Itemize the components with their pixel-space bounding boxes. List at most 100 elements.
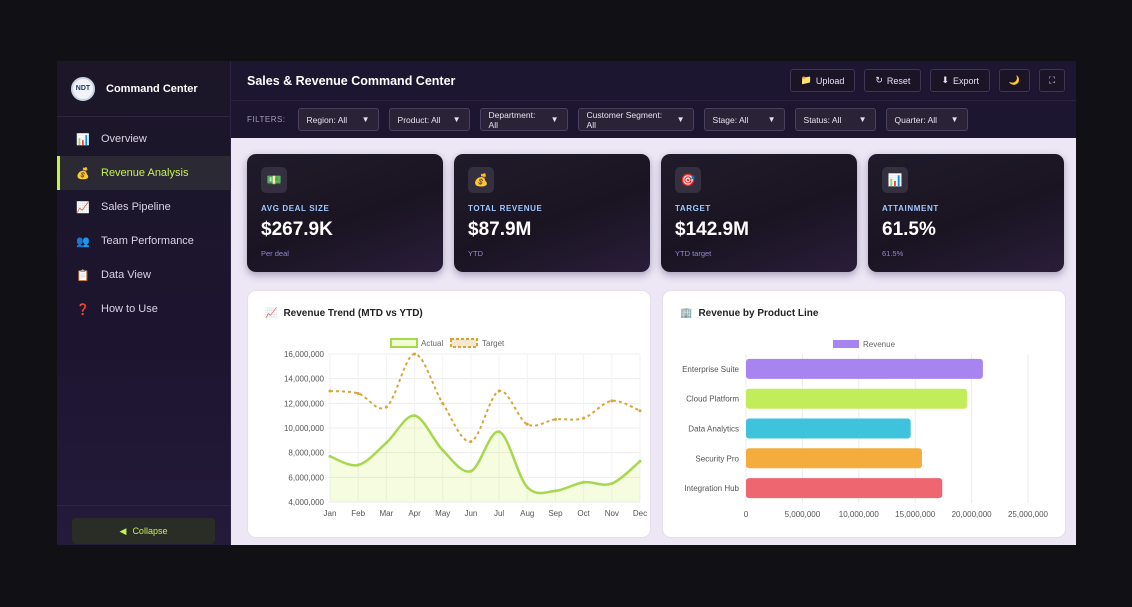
sidebar-footer: ◀ Collapse [57, 505, 230, 545]
sidebar-item-label: Data View [101, 269, 151, 281]
sidebar-item-revenue-analysis[interactable]: 💰 Revenue Analysis [57, 156, 230, 190]
money-bag-icon: 💰 [76, 167, 90, 180]
target-point [497, 389, 501, 393]
x-tick-label: 25,000,000 [1008, 510, 1049, 519]
folder-icon: 📁 [800, 75, 812, 85]
sidebar-item-team-performance[interactable]: 👥 Team Performance [57, 224, 230, 258]
sidebar-item-overview[interactable]: 📊 Overview [57, 122, 230, 156]
theme-toggle-button[interactable]: 🌙 [999, 69, 1030, 92]
revenue-trend-card: 16,000,000 14,000,000 12,000,000 10,000,000… [247, 290, 651, 538]
actual-point [582, 480, 586, 484]
collapse-label: Collapse [132, 526, 168, 536]
actual-point [610, 482, 614, 485]
card-title: 📈 Revenue Trend (MTD vs YTD) [265, 308, 423, 319]
legend-swatch-revenue [833, 340, 859, 348]
sidebar-item-label: Team Performance [101, 235, 194, 247]
actual-point [328, 454, 332, 458]
filter-department[interactable]: Department: All ▼ [479, 108, 568, 131]
kpi-label: ATTAINMENT [882, 204, 939, 213]
collapse-button[interactable]: ◀ Collapse [72, 518, 215, 544]
main-content: Sales & Revenue Command Center 📁 Upload ↻… [231, 61, 1076, 545]
dropdown-arrow-icon: ▼ [950, 115, 959, 124]
x-tick-label: Apr [408, 509, 421, 518]
export-button[interactable]: ⬇ Export [930, 69, 990, 92]
target-point [610, 399, 614, 403]
sidebar-item-label: Overview [101, 133, 147, 145]
sidebar-item-how-to-use[interactable]: ❓ How to Use [57, 292, 230, 326]
kpi-card-total-revenue: 💰 TOTAL REVENUE $87.9M YTD [454, 154, 650, 272]
y-tick-label: 16,000,000 [284, 350, 325, 359]
filter-product[interactable]: Product: All ▼ [388, 108, 470, 131]
kpi-row: 💵 AVG DEAL SIZE $267.9K Per deal 💰 TOTAL… [247, 154, 1064, 272]
download-icon: ⬇ [941, 75, 949, 85]
x-tick-label: 5,000,000 [785, 510, 821, 519]
kpi-label: AVG DEAL SIZE [261, 204, 330, 213]
target-point [525, 422, 529, 426]
fullscreen-button[interactable]: ⛶ [1039, 69, 1065, 92]
team-icon: 👥 [76, 235, 90, 248]
reset-button[interactable]: ↻ Reset [864, 69, 922, 92]
card-title: 🏢 Revenue by Product Line [680, 308, 818, 319]
sidebar-nav: 📊 Overview 💰 Revenue Analysis 📈 Sales Pipel… [57, 122, 230, 326]
y-tick-label: 4,000,000 [288, 498, 324, 507]
legend-label-actual: Actual [421, 339, 443, 348]
x-tick-label: May [435, 509, 450, 518]
y-tick-label: 8,000,000 [288, 449, 324, 458]
fullscreen-icon: ⛶ [1048, 75, 1056, 85]
target-point [328, 389, 332, 393]
kpi-label: TARGET [675, 204, 711, 213]
filter-stage[interactable]: Stage: All ▼ [703, 108, 785, 131]
target-point [638, 409, 642, 413]
y-category-label: Cloud Platform [686, 395, 739, 404]
filter-customer-segment[interactable]: Customer Segment: All ▼ [577, 108, 694, 131]
clipboard-icon: 📋 [76, 269, 90, 282]
actual-point [553, 489, 557, 493]
kpi-subtext: YTD target [675, 249, 712, 258]
target-icon: 🎯 [675, 167, 701, 193]
x-tick-label: 0 [744, 510, 749, 519]
target-point [582, 416, 586, 420]
filter-value: Customer Segment: All [586, 109, 663, 130]
actual-point [497, 430, 501, 434]
legend-label-revenue: Revenue [863, 340, 896, 349]
revenue-by-product-chart: 0 5,000,000 10,000,000 15,000,000 20,000,000… [682, 340, 1049, 519]
dropdown-arrow-icon: ▼ [452, 115, 461, 124]
y-category-label: Data Analytics [688, 425, 739, 434]
y-tick-label: 6,000,000 [288, 473, 324, 482]
actual-point [441, 448, 445, 452]
sidebar-item-sales-pipeline[interactable]: 📈 Sales Pipeline [57, 190, 230, 224]
target-point [413, 352, 417, 356]
filter-bar: FILTERS: Region: All ▼ Product: All ▼ Depa… [231, 100, 1076, 138]
dropdown-arrow-icon: ▼ [361, 115, 370, 124]
card-title-text: Revenue Trend (MTD vs YTD) [283, 308, 423, 319]
sidebar: NDT Command Center 📊 Overview 💰 Revenue An… [57, 61, 231, 545]
kpi-value: $142.9M [675, 219, 749, 240]
filter-region[interactable]: Region: All ▼ [297, 108, 379, 131]
actual-area [330, 415, 640, 502]
filter-value: Department: All [488, 109, 536, 130]
x-tick-label: Aug [520, 509, 534, 518]
topbar: Sales & Revenue Command Center 📁 Upload ↻… [231, 61, 1076, 100]
brand: NDT Command Center [57, 61, 230, 117]
sidebar-item-label: How to Use [101, 303, 158, 315]
logo: NDT [71, 76, 95, 101]
upload-button[interactable]: 📁 Upload [789, 69, 856, 92]
kpi-value: $267.9K [261, 219, 333, 240]
kpi-value: 61.5% [882, 219, 936, 240]
filter-status[interactable]: Status: All ▼ [794, 108, 876, 131]
actual-point [638, 459, 642, 463]
refresh-icon: ↻ [875, 75, 883, 85]
filter-quarter[interactable]: Quarter: All ▼ [885, 108, 968, 131]
x-tick-label: Dec [633, 509, 647, 518]
filter-value: Status: All [803, 114, 842, 125]
bar [746, 448, 922, 469]
chart-icon: 📊 [76, 133, 90, 146]
y-category-label: Security Pro [695, 454, 739, 463]
sidebar-item-data-view[interactable]: 📋 Data View [57, 258, 230, 292]
actual-point [356, 463, 360, 467]
filters-label: FILTERS: [247, 115, 286, 124]
revenue-by-product-card: 0 5,000,000 10,000,000 15,000,000 20,000,000… [662, 290, 1066, 538]
x-tick-label: Sep [548, 509, 563, 518]
bar [746, 388, 968, 409]
actual-point [413, 414, 417, 418]
